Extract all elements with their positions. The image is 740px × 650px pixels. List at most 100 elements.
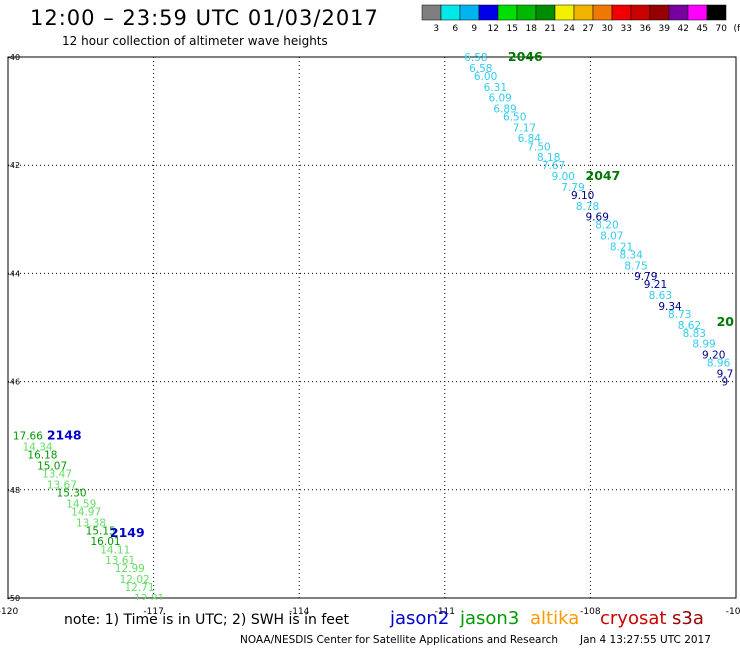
swh-value-jason2: 17.66 — [13, 431, 43, 443]
swh-value-jason3: 9.10 — [571, 190, 594, 202]
y-tick-label: -46 — [7, 378, 20, 387]
swh-value-jason3: 8.75 — [624, 260, 647, 272]
pass-time-label: 2148 — [47, 428, 82, 443]
swh-value-jason3: 9.69 — [586, 212, 609, 224]
pass-time-label: 2046 — [508, 49, 543, 64]
swh-value-jason2: 14.97 — [71, 506, 101, 518]
swh-value-jason3: 7.17 — [513, 122, 536, 134]
colorbar-label: 21 — [545, 24, 556, 34]
swh-value-jason2: 13.38 — [76, 517, 106, 529]
swh-value-jason3: 6.09 — [488, 93, 511, 105]
x-tick-label: -114 — [289, 607, 310, 617]
swh-value-jason3: 7.50 — [527, 141, 550, 153]
swh-value-jason3: 8.96 — [707, 358, 731, 370]
colorbar-label: 9 — [471, 24, 477, 34]
credit-text: NOAA/NESDIS Center for Satellite Applica… — [240, 634, 558, 646]
legend-jason2: jason2 — [390, 608, 450, 629]
swh-value-jason3: 8.20 — [595, 220, 618, 232]
colorbar-label: 45 — [697, 24, 708, 34]
swh-value-jason3: 9.00 — [552, 171, 575, 183]
swh-value-jason2: 13.47 — [42, 469, 72, 481]
swh-value-jason3: 9.7 — [717, 368, 734, 380]
legend-cryosat: cryosat — [600, 608, 667, 629]
swh-value-jason3: 8.07 — [600, 231, 623, 243]
colorbar-label: 3 — [433, 24, 439, 34]
y-tick-label: -50 — [7, 594, 20, 603]
swh-value-jason2: 15.07 — [37, 460, 67, 472]
swh-value-jason3: 6.89 — [493, 103, 516, 115]
chart-title: 12:00 – 23:59 UTC 01/03/2017 — [30, 6, 379, 30]
swh-value-jason3: 6.58 — [469, 63, 492, 75]
swh-value-jason3: 8.63 — [649, 290, 672, 302]
swh-value-jason2: 14.59 — [66, 498, 96, 510]
colorbar-label: 6 — [452, 24, 458, 34]
y-tick-label: -40 — [7, 53, 20, 62]
pass-time-label: 2047 — [586, 168, 621, 183]
colorbar-label: 33 — [621, 24, 632, 34]
y-tick-label: -44 — [7, 269, 20, 278]
x-tick-label: -108 — [580, 607, 601, 617]
colorbar-swatch — [706, 4, 727, 21]
colorbar-label: 39 — [659, 24, 671, 34]
swh-value-jason2: 15.30 — [57, 488, 87, 500]
data-layer: 6.586.586.006.316.096.896.507.176.847.50… — [13, 49, 735, 605]
x-tick-label: -105 — [726, 607, 740, 617]
swh-value-jason3: 6.31 — [484, 82, 507, 94]
swh-value-jason3: 7.79 — [561, 182, 584, 194]
swh-value-jason3: 9 — [721, 377, 728, 389]
swh-value-jason3: 8.78 — [576, 201, 599, 213]
colorbar-label: 36 — [640, 24, 652, 34]
swh-value-jason2: 16.01 — [91, 536, 121, 548]
generated-timestamp: Jan 4 13:27:55 UTC 2017 — [580, 634, 711, 646]
swh-value-jason3: 8.62 — [678, 320, 701, 332]
y-tick-label: -48 — [7, 486, 20, 495]
swh-value-jason3: 6.00 — [474, 71, 497, 83]
footer-note: note: 1) Time is in UTC; 2) SWH is in fe… — [64, 612, 350, 628]
swh-value-jason3: 9.20 — [702, 350, 725, 362]
colorbar-label: 70 — [716, 24, 728, 34]
colorbar-label: 18 — [526, 24, 538, 34]
swh-value-jason2: 16.18 — [27, 450, 57, 462]
swh-value-jason3: 8.18 — [537, 152, 560, 164]
x-tick-label: -111 — [435, 607, 455, 617]
swh-value-jason2: 12.81 — [134, 593, 164, 605]
swh-value-jason3: 8.99 — [692, 339, 715, 351]
swh-value-jason3: 8.73 — [668, 309, 691, 321]
swh-value-jason2: 12.71 — [124, 582, 154, 594]
swh-value-jason3: 8.83 — [683, 328, 706, 340]
swh-value-jason3: 6.50 — [503, 112, 526, 124]
swh-value-jason2: 12.02 — [120, 574, 150, 586]
pass-time-label: 20 — [717, 314, 735, 329]
swh-value-jason2: 14.34 — [23, 442, 53, 454]
colorbar-label: 15 — [507, 24, 518, 34]
swh-value-jason2: 14.11 — [100, 544, 130, 556]
swh-value-jason2: 13.61 — [105, 555, 135, 567]
legend-altika: altika — [530, 608, 580, 629]
legend-s3a: s3a — [672, 608, 704, 629]
colorbar-label: 30 — [602, 24, 614, 34]
swh-value-jason2: 12.99 — [115, 563, 145, 575]
colorbar-label: (ft) — [733, 24, 740, 34]
swh-value-jason3: 9.34 — [658, 301, 682, 313]
swh-value-jason3: 9.79 — [634, 271, 657, 283]
colorbar-label: 27 — [583, 24, 594, 34]
swh-value-jason3: 9.21 — [644, 279, 667, 291]
swh-value-jason3: 8.21 — [610, 241, 633, 253]
swh-value-jason2: 13.67 — [47, 479, 77, 491]
swh-value-jason3: 6.58 — [464, 52, 487, 64]
colorbar-label: 12 — [488, 24, 499, 34]
swh-value-jason3: 7.67 — [542, 160, 565, 172]
swh-value-jason3: 6.84 — [518, 133, 542, 145]
colorbar-label: 42 — [678, 24, 689, 34]
map-plot: -120 -117 -114 -111 -108 -105 -40 -42 -44 -46 -48 -… — [0, 49, 740, 617]
legend-jason3: jason3 — [460, 608, 520, 629]
x-tick-label: -120 — [0, 607, 18, 617]
colorbar-label: 24 — [564, 24, 576, 34]
swh-value-jason3: 8.34 — [620, 249, 644, 261]
x-tick-label: -117 — [143, 607, 163, 617]
y-tick-label: -42 — [7, 161, 20, 170]
plot-frame — [7, 56, 737, 599]
swh-value-jason2: 15.15 — [86, 525, 116, 537]
